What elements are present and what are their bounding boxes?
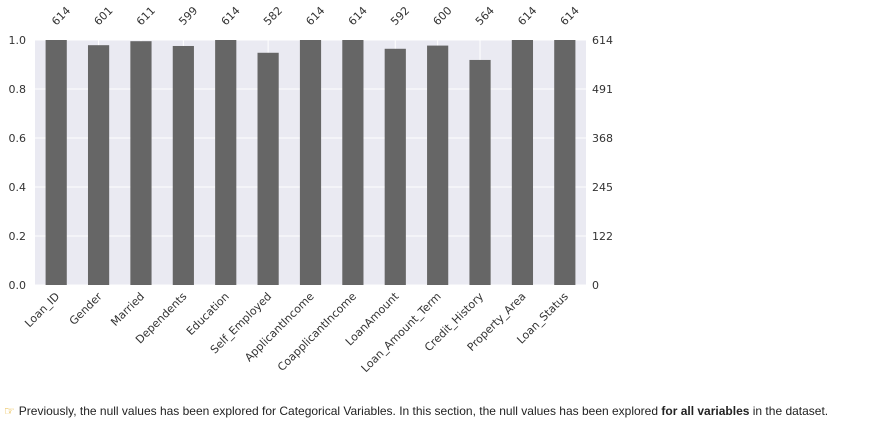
pointing-hand-icon: ☞ bbox=[4, 404, 15, 418]
bar bbox=[469, 59, 491, 285]
bar bbox=[427, 45, 449, 285]
bar bbox=[342, 40, 364, 285]
count-label: 601 bbox=[92, 4, 116, 28]
left-tick-label: 0.4 bbox=[9, 181, 27, 194]
count-label: 614 bbox=[219, 4, 243, 28]
category-label: Loan_Amount_Term bbox=[359, 290, 444, 375]
right-tick-label: 614 bbox=[592, 34, 613, 47]
note-prefix: Previously, the null values has been exp… bbox=[18, 404, 662, 418]
left-tick-label: 0.2 bbox=[9, 230, 27, 243]
right-tick-label: 491 bbox=[592, 83, 613, 96]
count-label: 614 bbox=[558, 4, 582, 28]
count-label: 611 bbox=[134, 4, 158, 28]
category-label: Gender bbox=[67, 290, 105, 328]
bar bbox=[215, 40, 237, 285]
left-tick-label: 0.6 bbox=[9, 132, 27, 145]
right-tick-label: 368 bbox=[592, 132, 613, 145]
explanation-note: ☞ Previously, the null values has been ex… bbox=[4, 404, 828, 418]
count-label: 599 bbox=[176, 4, 200, 28]
note-suffix: in the dataset. bbox=[749, 404, 829, 418]
count-label: 614 bbox=[346, 4, 370, 28]
bar bbox=[257, 52, 279, 285]
count-label: 614 bbox=[49, 4, 73, 28]
category-label: CoapplicantIncome bbox=[275, 290, 359, 374]
bar bbox=[172, 45, 194, 286]
category-label: Married bbox=[108, 290, 147, 329]
bar bbox=[511, 40, 534, 285]
right-tick-label: 0 bbox=[592, 279, 599, 292]
left-tick-label: 1.0 bbox=[9, 34, 27, 47]
count-label: 600 bbox=[431, 4, 455, 28]
category-label: Loan_ID bbox=[22, 290, 62, 330]
count-label: 592 bbox=[388, 4, 412, 28]
bar bbox=[384, 48, 406, 285]
right-tick-label: 245 bbox=[592, 181, 613, 194]
bar bbox=[554, 40, 576, 285]
bar bbox=[299, 40, 322, 285]
bar bbox=[45, 40, 67, 285]
bar bbox=[87, 45, 110, 285]
missing-values-bar-chart: 0.0 0 0.2 122 0.4 245 0.6 368 0.8 491 1.0 614 614 Loa… bbox=[9, 4, 614, 375]
count-label: 564 bbox=[473, 4, 497, 28]
count-label: 614 bbox=[303, 4, 327, 28]
count-label: 582 bbox=[261, 4, 285, 28]
bar bbox=[130, 41, 152, 285]
right-tick-label: 122 bbox=[592, 230, 613, 243]
count-label: 614 bbox=[515, 4, 539, 28]
left-tick-label: 0.8 bbox=[9, 83, 27, 96]
note-bold: for all variables bbox=[661, 404, 750, 418]
left-tick-label: 0.0 bbox=[9, 279, 27, 292]
